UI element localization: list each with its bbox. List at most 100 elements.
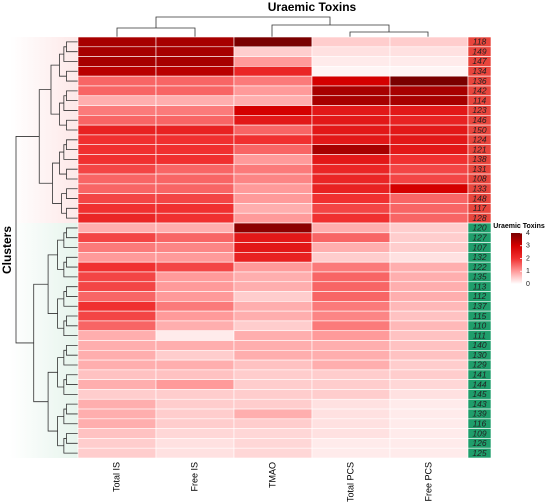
- row-label: 114: [473, 95, 487, 105]
- heatmap-cell: [233, 173, 313, 185]
- heatmap-cell: [233, 183, 313, 194]
- heatmap-cell: [155, 350, 235, 361]
- heatmap-cell: [311, 242, 391, 253]
- heatmap-cell: [155, 183, 235, 194]
- heatmap-cell: [155, 105, 235, 116]
- row-label: 139: [472, 409, 486, 419]
- heatmap-cell: [389, 438, 469, 449]
- heatmap-cell: [389, 222, 469, 234]
- heatmap-cell: [77, 144, 157, 155]
- colorbar-title: Uraemic Toxins: [493, 223, 545, 230]
- dendrogram-branch: [15, 136, 40, 344]
- dendrogram-branch: [66, 119, 78, 131]
- row-label: 125: [472, 448, 486, 458]
- heatmap-cell: [389, 66, 469, 77]
- heatmap-cell: [311, 115, 391, 126]
- heatmap-cell: [233, 66, 313, 77]
- heatmap-cell: [77, 46, 157, 57]
- dendrogram-branch: [66, 70, 78, 82]
- dendrogram-branch: [66, 403, 78, 415]
- heatmap-cell: [311, 359, 391, 371]
- row-label: 137: [472, 301, 486, 311]
- heatmap-cell: [155, 281, 235, 292]
- heatmap-cell: [233, 193, 313, 204]
- heatmap-cell: [311, 252, 391, 263]
- heatmap-cell: [311, 350, 391, 361]
- row-label: 131: [472, 164, 486, 174]
- heatmap-cell: [311, 66, 391, 77]
- heatmap-cell: [77, 428, 157, 439]
- dendrogram-branch: [33, 283, 49, 403]
- heatmap-cell: [389, 124, 469, 136]
- row-label: 113: [473, 281, 487, 291]
- heatmap-cell: [77, 271, 157, 283]
- row-label: 107: [472, 242, 486, 252]
- heatmap-cell: [155, 212, 235, 224]
- heatmap-cell: [389, 408, 469, 420]
- heatmap-cell: [389, 271, 469, 283]
- heatmap-cell: [389, 350, 469, 361]
- heatmap-cell: [233, 281, 313, 292]
- dendrogram-branch: [66, 374, 78, 385]
- colorbar-tick-label: 4: [526, 230, 530, 237]
- row-label: 132: [472, 252, 486, 262]
- heatmap-cell: [233, 85, 313, 97]
- heatmap-cell: [155, 408, 235, 420]
- row-label: 112: [473, 291, 487, 301]
- heatmap-cell: [389, 261, 469, 273]
- heatmap-cell: [389, 212, 469, 224]
- heatmap-cell: [155, 95, 235, 106]
- heatmap-cell: [389, 144, 469, 155]
- heatmap-cell: [233, 359, 313, 371]
- heatmap-cell: [155, 232, 235, 243]
- heatmap-cell: [311, 330, 391, 341]
- heatmap-cell: [155, 271, 235, 283]
- heatmap-cell: [389, 320, 469, 332]
- dendrogram-branch: [66, 433, 78, 444]
- heatmap-cell: [389, 291, 469, 302]
- row-dendrogram: [15, 41, 78, 454]
- heatmap-cell: [233, 232, 313, 243]
- heatmap-cell: [311, 134, 391, 145]
- heatmap-cell: [155, 163, 235, 175]
- heatmap-cell: [311, 408, 391, 420]
- heatmap-cell: [389, 163, 469, 175]
- heatmap-cell: [389, 252, 469, 263]
- heatmap-cell: [155, 222, 235, 234]
- heatmap-cell: [389, 310, 469, 322]
- dendrogram-branch: [52, 162, 62, 204]
- heatmap-cell: [311, 56, 391, 67]
- row-label: 116: [473, 418, 487, 428]
- colorbar-tick-label: 2: [526, 255, 530, 262]
- heatmap-cell: [233, 369, 313, 380]
- heatmap-cell: [77, 389, 157, 400]
- heatmap-cell: [311, 163, 391, 175]
- heatmap-cell: [311, 281, 391, 292]
- row-label: 138: [472, 154, 486, 164]
- heatmap-cell: [77, 163, 157, 175]
- heatmap-cell: [389, 398, 469, 410]
- cluster-background: [10, 223, 78, 458]
- row-label: 148: [472, 193, 486, 203]
- heatmap-cell: [233, 291, 313, 302]
- heatmap-cell: [77, 124, 157, 136]
- row-label: 109: [472, 428, 486, 438]
- heatmap-cell: [233, 105, 313, 116]
- heatmap-cell: [155, 330, 235, 341]
- heatmap-cell: [233, 320, 313, 332]
- colorbar-tick-label: 1: [526, 268, 530, 275]
- heatmap-cell: [389, 281, 469, 292]
- heatmap-cell: [77, 291, 157, 302]
- heatmap-cell: [77, 438, 157, 449]
- row-label: 118: [473, 37, 487, 47]
- row-label: 134: [472, 66, 486, 76]
- heatmap-cell: [155, 66, 235, 77]
- heatmap-cell: [155, 193, 235, 204]
- heatmap-cell: [155, 36, 235, 48]
- heatmap-cell: [389, 242, 469, 253]
- heatmap-cell: [311, 340, 391, 351]
- heatmap-cell: [155, 389, 235, 400]
- heatmap-cell: [77, 252, 157, 263]
- heatmap-cell: [311, 36, 391, 48]
- heatmap-cell: [155, 447, 235, 459]
